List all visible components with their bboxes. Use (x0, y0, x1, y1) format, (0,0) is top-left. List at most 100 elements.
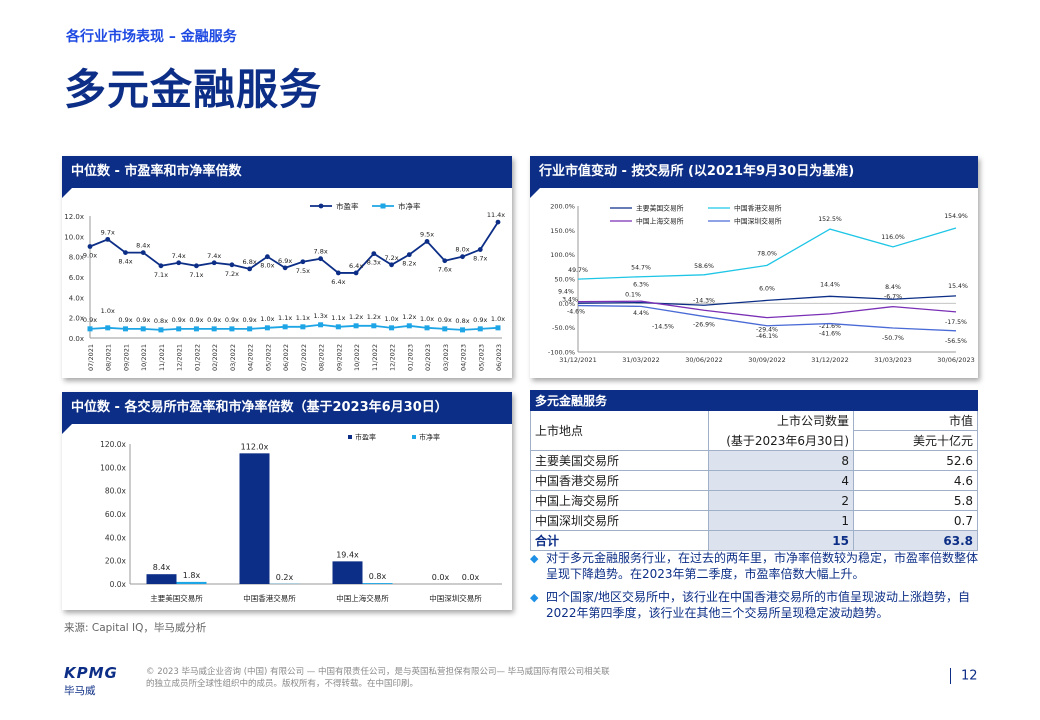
pe-point (194, 263, 199, 269)
data-label: 0.9x (438, 316, 452, 324)
row-name: 中国香港交易所 (530, 470, 709, 491)
data-label: -56.5% (945, 338, 967, 345)
x-tick-label: 30/06/2022 (685, 356, 722, 364)
pe-point (300, 259, 306, 265)
pb-point (105, 325, 111, 331)
pe-point (229, 262, 235, 268)
table-row: 中国深圳交易所 1 0.7 (530, 510, 978, 531)
y-tick-label: 0.0x (69, 335, 84, 343)
data-label: 6.8x (243, 258, 257, 266)
data-label: 0.9x (83, 316, 97, 324)
exchange-bar-chart: 0.0x 20.0x 40.0x 60.0x 80.0x 100.0x 120.0x 主要美国… (100, 433, 502, 603)
pe-point (140, 250, 146, 255)
row-name: 中国上海交易所 (530, 490, 709, 511)
diamond-bullet-icon: ◆ (530, 591, 539, 604)
data-label: 7.1x (189, 271, 203, 279)
data-label: 112.0x (241, 442, 269, 451)
y-tick-label: 8.0x (69, 254, 84, 262)
col-header-cap: 市值 (853, 410, 978, 431)
row-name: 中国深圳交易所 (530, 510, 709, 531)
pb-point (371, 323, 377, 329)
table-row: 中国香港交易所 4 4.6 (530, 470, 978, 491)
data-label: 8.3x (367, 259, 381, 267)
logo-cn-text: 毕马威 (64, 685, 96, 697)
data-label: 9.0x (83, 252, 97, 260)
col-header-count: 上市公司数量 (708, 410, 854, 431)
data-label: 7.1x (154, 271, 168, 279)
data-label: -14.3% (693, 297, 715, 304)
y-tick-label: 0.0x (110, 580, 127, 589)
x-tick-label: 30/06/2023 (937, 356, 974, 364)
pe-point (123, 250, 128, 255)
total-label: 合计 (530, 530, 709, 551)
y-tick-label: 80.0x (105, 487, 127, 496)
y-tick-label: 0.0% (558, 300, 575, 308)
y-tick-label: 150.0% (550, 227, 575, 235)
row-cap: 0.7 (853, 510, 978, 531)
x-tick-label: 11/2022 (371, 344, 379, 371)
data-label: 7.2x (384, 254, 398, 262)
x-tick-label: 中国香港交易所 (243, 593, 296, 603)
x-tick-label: 03/2022 (229, 344, 237, 371)
data-label: 58.6% (694, 263, 714, 270)
x-tick-label: 04/2023 (460, 344, 468, 371)
data-label: 1.1x (331, 314, 345, 322)
pe-point (87, 244, 93, 249)
pb-point (176, 326, 182, 332)
pe-point (371, 251, 377, 257)
data-label: 1.0x (101, 307, 115, 315)
data-label: 0.0x (462, 573, 480, 582)
data-label: 1.8x (183, 571, 201, 580)
market-cap-chart-title: 行业市值变动 - 按交易所 (以2021年9月30日为基准) (530, 156, 978, 198)
pe-point (176, 260, 182, 266)
data-label: -29.4% (756, 327, 778, 334)
x-tick-label: 12/2022 (389, 344, 397, 371)
data-label: 7.4x (172, 252, 186, 260)
pb-point (460, 327, 466, 333)
data-label: 1.3x (314, 312, 328, 320)
data-label: 3.4% (562, 297, 578, 304)
pe-point (353, 270, 359, 276)
legend-pe-label: 市盈率 (336, 201, 359, 211)
x-tick-label: 02/2023 (424, 344, 432, 371)
y-tick-label: 12.0x (64, 213, 84, 221)
data-label: 7.4x (207, 252, 221, 260)
data-label: 8.4x (153, 563, 171, 572)
data-label: 1.2x (349, 313, 363, 321)
data-label: -26.9% (693, 321, 715, 328)
data-label: 1.2x (402, 313, 416, 321)
series-line (577, 295, 957, 306)
x-tick-label: 10/2022 (353, 344, 361, 371)
data-label: 152.5% (818, 216, 842, 223)
table-title: 多元金融服务 (530, 390, 978, 411)
y-tick-label: 120.0x (100, 440, 126, 449)
x-tick-label: 09/2021 (122, 344, 130, 371)
legend-pb-label: 市净率 (398, 201, 421, 211)
pe-point (406, 252, 412, 258)
data-label: 9.4% (558, 288, 574, 295)
data-label: 1.0x (420, 315, 434, 323)
data-label: 1.1x (278, 314, 292, 322)
pb-point (318, 322, 324, 328)
exchange-bar-chart-panel: 中位数 - 各交易所市盈率和市净率倍数（基于2023年6月30日） 0.0x 20… (62, 392, 512, 610)
legend-pb-label: 市净率 (419, 433, 440, 442)
x-tick-label: 01/2022 (193, 344, 201, 371)
table-row: 中国上海交易所 2 5.8 (530, 490, 978, 511)
y-tick-label: 100.0x (100, 463, 126, 472)
legend-pe-label: 市盈率 (355, 433, 376, 442)
data-label: -50.7% (882, 335, 904, 342)
legend-pe-marker (348, 435, 352, 439)
data-label: 7.6x (438, 266, 452, 274)
data-label: 7.5x (296, 267, 310, 275)
legend-pb-marker (412, 435, 416, 439)
pb-point (211, 326, 217, 332)
data-label: 116.0% (881, 234, 905, 241)
data-label: 54.7% (631, 265, 651, 272)
row-cap: 52.6 (853, 450, 978, 471)
data-label: -6.7% (884, 294, 902, 301)
pe-point (247, 266, 253, 272)
pb-point (477, 326, 483, 332)
x-tick-label: 02/2022 (211, 344, 219, 371)
series-line (577, 300, 957, 319)
page-title: 多元金融服务 (64, 65, 323, 114)
